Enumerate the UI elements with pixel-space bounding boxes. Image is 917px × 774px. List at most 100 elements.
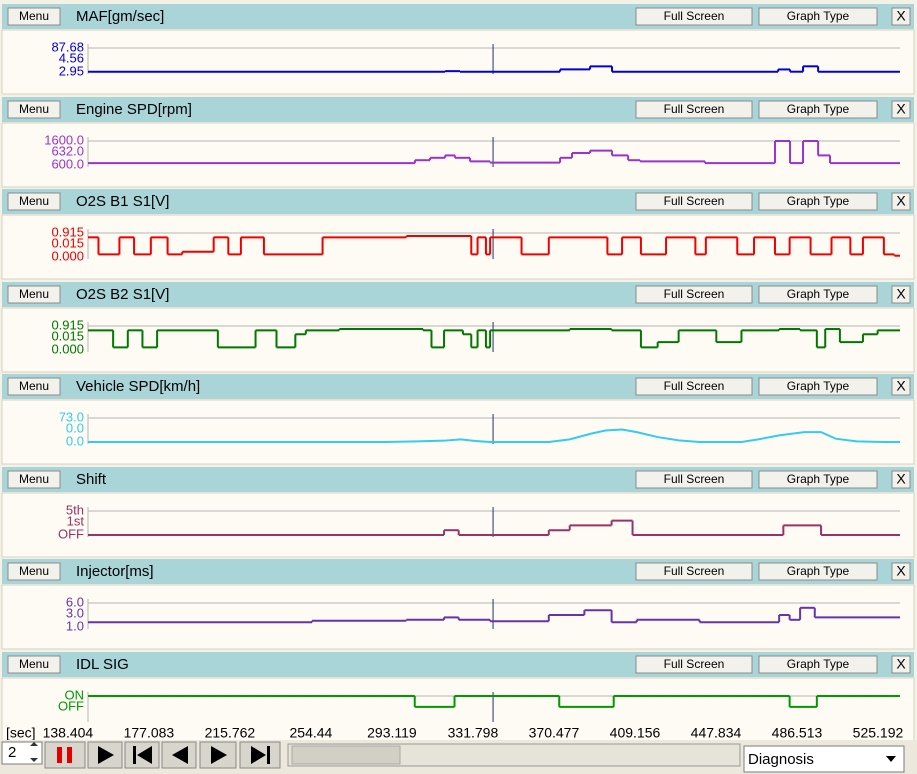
scrollbar[interactable]	[287, 743, 741, 767]
graph-type-label: Graph Type	[787, 657, 850, 671]
full-screen-button[interactable]	[635, 562, 753, 581]
full-screen-label: Full Screen	[664, 102, 725, 116]
scale-label: 73.0	[59, 409, 84, 424]
panel-body	[1, 122, 915, 188]
menu-button[interactable]	[7, 562, 61, 581]
graph-type-button[interactable]	[758, 100, 878, 119]
panel-title: O2S B2 S1[V]	[76, 286, 169, 303]
scroll-thumb[interactable]	[291, 745, 401, 765]
close-label: X	[896, 8, 906, 24]
time-tick-label: 525.192	[853, 725, 904, 741]
graph-type-button[interactable]	[758, 192, 878, 211]
menu-label: Menu	[19, 102, 49, 116]
time-unit: [sec]	[6, 725, 36, 741]
graph-panel: Menu Injector[ms] Full Screen Graph Type X 6.…	[1, 559, 915, 650]
panel-title: Vehicle SPD[km/h]	[76, 378, 200, 395]
menu-button[interactable]	[7, 470, 61, 489]
scale-label: 6.0	[66, 594, 84, 609]
full-screen-button[interactable]	[635, 655, 753, 674]
graph-type-label: Graph Type	[787, 287, 850, 301]
scale-label: 0.915	[51, 224, 84, 239]
close-button[interactable]	[891, 285, 911, 304]
close-button[interactable]	[891, 7, 911, 26]
scale-label: 0.915	[51, 317, 84, 332]
menu-label: Menu	[19, 379, 49, 393]
close-button[interactable]	[891, 192, 911, 211]
menu-label: Menu	[19, 287, 49, 301]
close-button[interactable]	[891, 470, 911, 489]
full-screen-label: Full Screen	[664, 9, 725, 23]
menu-button[interactable]	[7, 655, 61, 674]
close-button[interactable]	[891, 377, 911, 396]
graph-type-button[interactable]	[758, 655, 878, 674]
menu-button[interactable]	[7, 100, 61, 119]
menu-button[interactable]	[7, 192, 61, 211]
close-label: X	[896, 471, 906, 487]
mode-dropdown[interactable]	[743, 745, 905, 773]
forward-icon	[211, 746, 227, 764]
dropdown-arrow	[886, 756, 896, 762]
time-axis: 138.404 177.083 215.762 254.44 293.119 331.79…	[43, 725, 904, 741]
time-tick-label: 293.119	[367, 725, 417, 741]
full-screen-button[interactable]	[635, 7, 753, 26]
full-screen-button[interactable]	[635, 470, 753, 489]
scale-label: 1.0	[66, 618, 84, 633]
scale-label: 4.56	[59, 50, 84, 65]
panel-body	[1, 214, 915, 280]
menu-button[interactable]	[7, 7, 61, 26]
full-screen-label: Full Screen	[664, 564, 725, 578]
toolbar: 2 Diagnosis	[0, 740, 917, 774]
full-screen-label: Full Screen	[664, 472, 725, 486]
graph-type-button[interactable]	[758, 562, 878, 581]
full-screen-button[interactable]	[635, 285, 753, 304]
graph-panel: Menu O2S B2 S1[V] Full Screen Graph Type X 0.…	[1, 282, 915, 373]
close-label: X	[896, 656, 906, 672]
full-screen-label: Full Screen	[664, 194, 725, 208]
menu-label: Menu	[19, 564, 49, 578]
panel-body	[1, 492, 915, 558]
graph-type-button[interactable]	[758, 7, 878, 26]
scale-label: 3.0	[66, 605, 84, 620]
graph-type-label: Graph Type	[787, 564, 850, 578]
full-screen-label: Full Screen	[664, 379, 725, 393]
close-label: X	[896, 286, 906, 302]
panels: Menu MAF[gm/sec] Full Screen Graph Type X 87.…	[1, 4, 915, 743]
panel-title: Engine SPD[rpm]	[76, 101, 192, 118]
menu-button[interactable]	[7, 285, 61, 304]
menu-button[interactable]	[7, 377, 61, 396]
scale-label: OFF	[58, 698, 84, 713]
play-icon	[98, 746, 114, 764]
graph-type-button[interactable]	[758, 377, 878, 396]
scale-label: 5th	[66, 502, 84, 517]
close-button[interactable]	[891, 562, 911, 581]
graph-type-label: Graph Type	[787, 472, 850, 486]
time-tick-label: 177.083	[124, 725, 175, 741]
graph-type-button[interactable]	[758, 470, 878, 489]
graph-type-label: Graph Type	[787, 379, 850, 393]
pause-button[interactable]	[44, 741, 86, 769]
scale-label: OFF	[58, 526, 84, 541]
close-button[interactable]	[891, 100, 911, 119]
close-button[interactable]	[891, 655, 911, 674]
spin-arrows[interactable]	[30, 742, 38, 762]
full-screen-button[interactable]	[635, 377, 753, 396]
pause-icon	[67, 747, 72, 763]
menu-label: Menu	[19, 9, 49, 23]
full-screen-label: Full Screen	[664, 287, 725, 301]
panel-body	[1, 307, 915, 373]
scale-label: 600.0	[51, 156, 84, 171]
panel-title: O2S B1 S1[V]	[76, 193, 169, 210]
scale-label: 0.000	[51, 341, 84, 356]
full-screen-button[interactable]	[635, 192, 753, 211]
graph-type-button[interactable]	[758, 285, 878, 304]
full-screen-button[interactable]	[635, 100, 753, 119]
time-tick-label: 254.44	[290, 725, 333, 741]
close-label: X	[896, 193, 906, 209]
time-tick-label: 331.798	[448, 725, 499, 741]
graph-panel: Menu Engine SPD[rpm] Full Screen Graph Type…	[1, 97, 915, 188]
scale-label: 1600.0	[44, 132, 84, 147]
back-icon	[172, 746, 188, 764]
panel-body	[1, 399, 915, 465]
graph-type-label: Graph Type	[787, 102, 850, 116]
time-tick-label: 409.156	[610, 725, 661, 741]
